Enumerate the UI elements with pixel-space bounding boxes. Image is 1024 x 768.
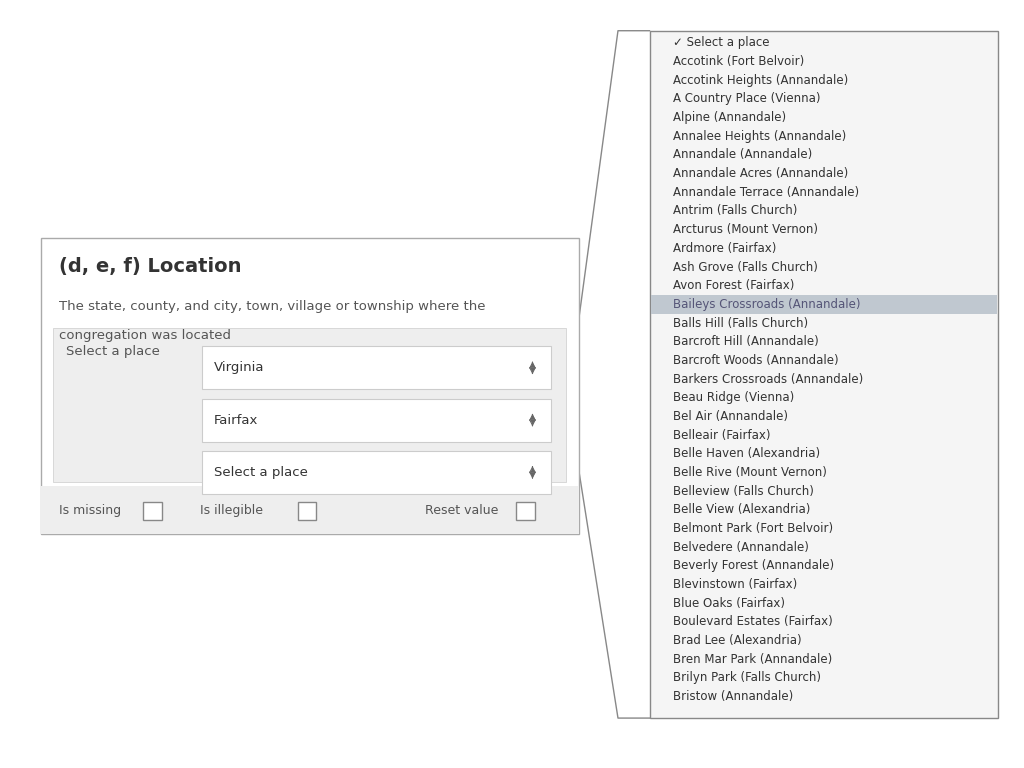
Text: Is missing: Is missing [59, 505, 126, 517]
Text: Balls Hill (Falls Church): Balls Hill (Falls Church) [673, 316, 808, 329]
Text: The state, county, and city, town, village or township where the: The state, county, and city, town, villa… [59, 300, 486, 313]
Bar [298, 502, 316, 520]
Text: Blevinstown (Fairfax): Blevinstown (Fairfax) [673, 578, 797, 591]
Bar [143, 502, 162, 520]
Text: ▲
▼: ▲ ▼ [529, 415, 536, 425]
Text: ▲
▼: ▲ ▼ [529, 362, 536, 373]
Text: Belle Haven (Alexandria): Belle Haven (Alexandria) [673, 447, 820, 460]
Text: Antrim (Falls Church): Antrim (Falls Church) [673, 204, 797, 217]
Bar [202, 346, 551, 389]
Text: Alpine (Annandale): Alpine (Annandale) [673, 111, 785, 124]
Text: ✓ Select a place: ✓ Select a place [673, 36, 769, 49]
Text: Belleair (Fairfax): Belleair (Fairfax) [673, 429, 770, 442]
Text: Select a place: Select a place [66, 345, 160, 358]
Text: Brilyn Park (Falls Church): Brilyn Park (Falls Church) [673, 671, 821, 684]
Text: congregation was located: congregation was located [59, 329, 231, 342]
Text: Annalee Heights (Annandale): Annalee Heights (Annandale) [673, 130, 846, 143]
Text: Fairfax: Fairfax [214, 414, 258, 426]
Text: (d, e, f) Location: (d, e, f) Location [59, 257, 242, 276]
Bar [202, 399, 551, 442]
Text: Belle View (Alexandria): Belle View (Alexandria) [673, 503, 810, 516]
Text: Blue Oaks (Fairfax): Blue Oaks (Fairfax) [673, 597, 784, 610]
Text: Belvedere (Annandale): Belvedere (Annandale) [673, 541, 809, 554]
Text: Brad Lee (Alexandria): Brad Lee (Alexandria) [673, 634, 802, 647]
Text: Virginia: Virginia [214, 362, 264, 374]
Text: Arcturus (Mount Vernon): Arcturus (Mount Vernon) [673, 223, 818, 236]
Bar [651, 295, 997, 313]
Text: Belmont Park (Fort Belvoir): Belmont Park (Fort Belvoir) [673, 522, 833, 535]
Text: Bristow (Annandale): Bristow (Annandale) [673, 690, 793, 703]
Text: Is illegible: Is illegible [200, 505, 266, 517]
Text: Boulevard Estates (Fairfax): Boulevard Estates (Fairfax) [673, 615, 833, 628]
Text: Annandale Acres (Annandale): Annandale Acres (Annandale) [673, 167, 848, 180]
Text: ▲
▼: ▲ ▼ [529, 467, 536, 478]
Text: Annandale (Annandale): Annandale (Annandale) [673, 148, 812, 161]
Text: Belleview (Falls Church): Belleview (Falls Church) [673, 485, 814, 498]
Bar [202, 451, 551, 494]
Bar [650, 31, 998, 718]
Text: Reset value: Reset value [425, 505, 503, 517]
Text: Accotink Heights (Annandale): Accotink Heights (Annandale) [673, 74, 848, 87]
Text: Bren Mar Park (Annandale): Bren Mar Park (Annandale) [673, 653, 833, 666]
Text: Baileys Crossroads (Annandale): Baileys Crossroads (Annandale) [673, 298, 860, 311]
Text: Ardmore (Fairfax): Ardmore (Fairfax) [673, 242, 776, 255]
Text: Select a place: Select a place [214, 466, 308, 478]
Bar [53, 328, 566, 482]
Text: Belle Rive (Mount Vernon): Belle Rive (Mount Vernon) [673, 466, 826, 479]
Bar [41, 238, 579, 534]
Text: Beverly Forest (Annandale): Beverly Forest (Annandale) [673, 559, 834, 572]
Text: Barcroft Hill (Annandale): Barcroft Hill (Annandale) [673, 335, 818, 348]
Text: Beau Ridge (Vienna): Beau Ridge (Vienna) [673, 391, 794, 404]
Bar [516, 502, 535, 520]
Text: Barkers Crossroads (Annandale): Barkers Crossroads (Annandale) [673, 372, 863, 386]
Text: Annandale Terrace (Annandale): Annandale Terrace (Annandale) [673, 186, 859, 199]
Text: Ash Grove (Falls Church): Ash Grove (Falls Church) [673, 260, 817, 273]
Text: Bel Air (Annandale): Bel Air (Annandale) [673, 410, 787, 423]
Text: Avon Forest (Fairfax): Avon Forest (Fairfax) [673, 280, 795, 292]
Text: Barcroft Woods (Annandale): Barcroft Woods (Annandale) [673, 354, 839, 367]
Text: A Country Place (Vienna): A Country Place (Vienna) [673, 92, 820, 105]
Text: Accotink (Fort Belvoir): Accotink (Fort Belvoir) [673, 55, 804, 68]
Bar [41, 486, 579, 534]
